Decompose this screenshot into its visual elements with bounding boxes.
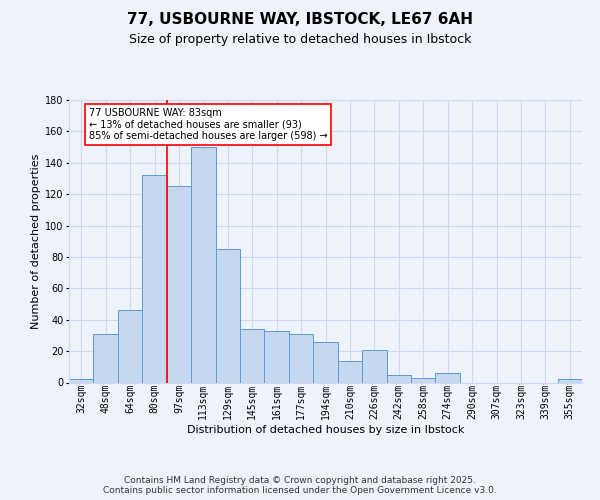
Bar	[557, 380, 582, 382]
Bar	[215, 249, 240, 382]
Bar	[386, 374, 411, 382]
X-axis label: Distribution of detached houses by size in Ibstock: Distribution of detached houses by size …	[187, 424, 464, 434]
Text: Contains HM Land Registry data © Crown copyright and database right 2025.
Contai: Contains HM Land Registry data © Crown c…	[103, 476, 497, 495]
Bar	[411, 378, 436, 382]
Text: 77 USBOURNE WAY: 83sqm
← 13% of detached houses are smaller (93)
85% of semi-det: 77 USBOURNE WAY: 83sqm ← 13% of detached…	[89, 108, 327, 141]
Bar	[289, 334, 313, 382]
Bar	[69, 380, 94, 382]
Bar	[240, 329, 265, 382]
Bar	[118, 310, 142, 382]
Y-axis label: Number of detached properties: Number of detached properties	[31, 154, 41, 329]
Bar	[94, 334, 118, 382]
Bar	[191, 147, 215, 382]
Bar	[313, 342, 338, 382]
Text: 77, USBOURNE WAY, IBSTOCK, LE67 6AH: 77, USBOURNE WAY, IBSTOCK, LE67 6AH	[127, 12, 473, 28]
Bar	[265, 330, 289, 382]
Bar	[436, 373, 460, 382]
Bar	[142, 176, 167, 382]
Text: Size of property relative to detached houses in Ibstock: Size of property relative to detached ho…	[129, 32, 471, 46]
Bar	[338, 360, 362, 382]
Bar	[362, 350, 386, 382]
Bar	[167, 186, 191, 382]
